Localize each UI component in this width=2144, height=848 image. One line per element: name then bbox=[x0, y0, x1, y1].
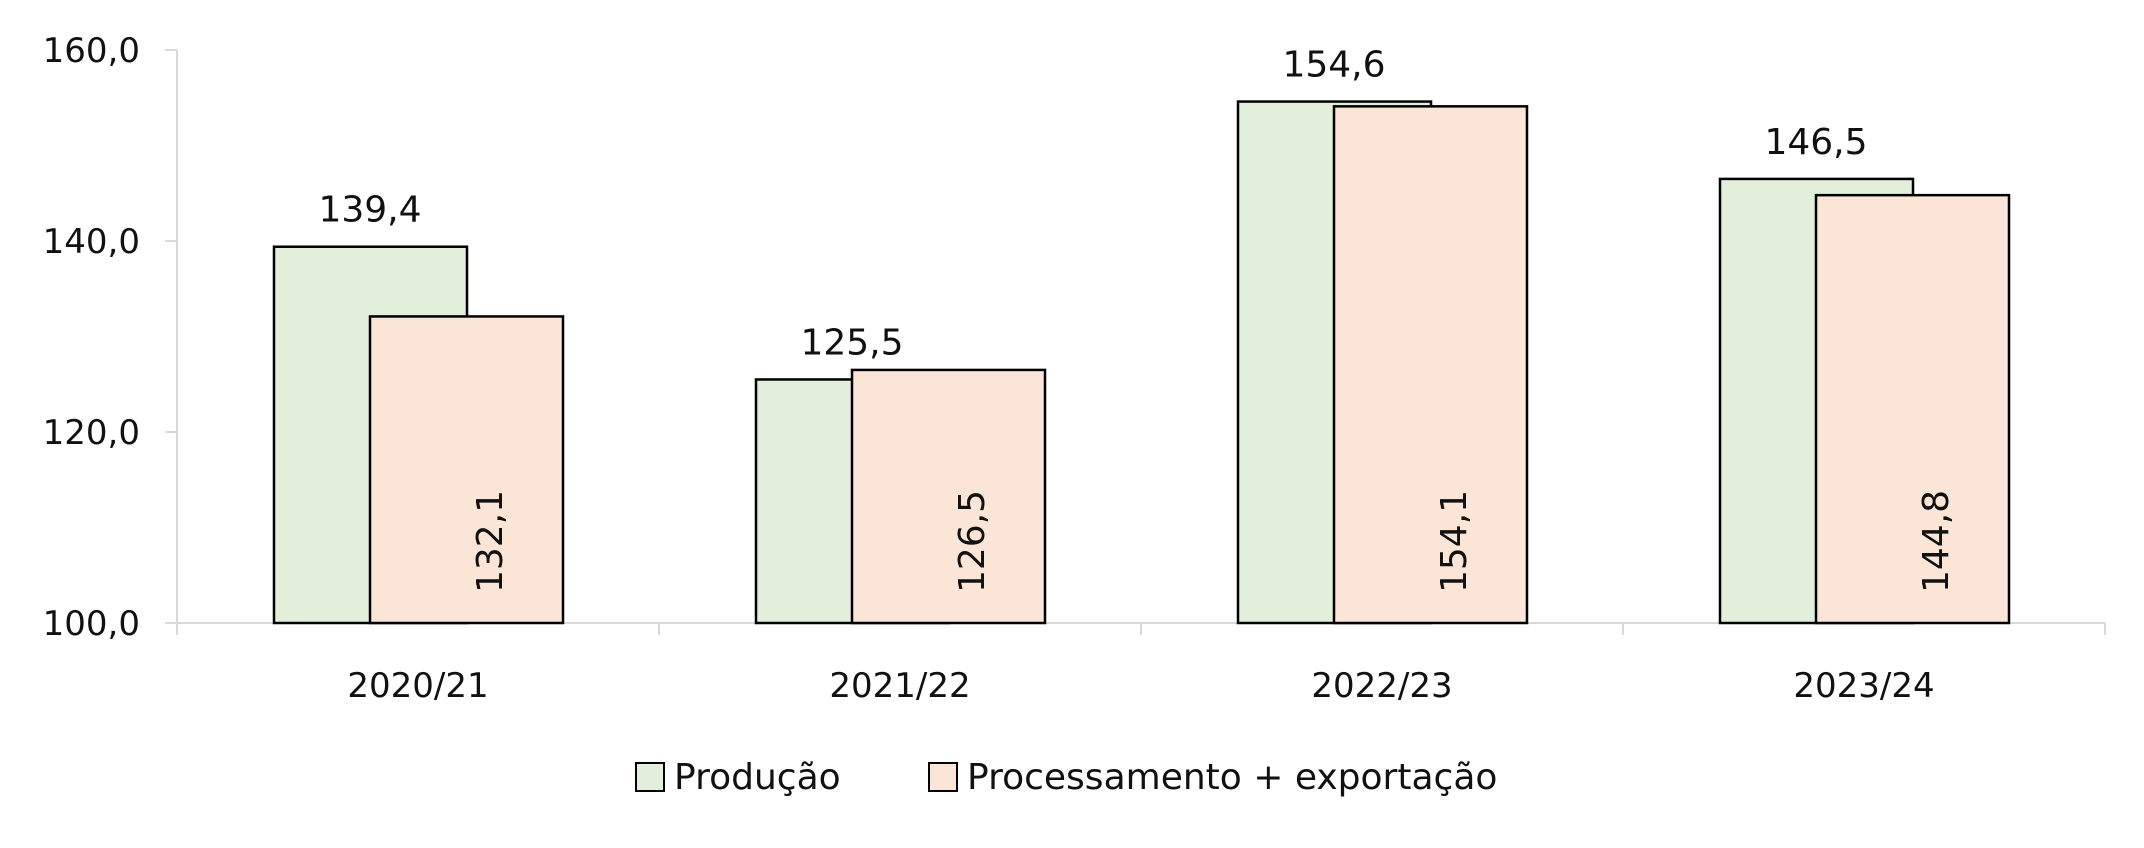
data-label-producao: 154,6 bbox=[1282, 45, 1385, 86]
legend-swatch bbox=[928, 762, 958, 792]
data-label-processamento-exportacao: 144,8 bbox=[1916, 490, 1957, 593]
bar-processamento-exportacao bbox=[1814, 193, 2011, 625]
bar-processamento-exportacao bbox=[368, 315, 565, 625]
legend-swatch bbox=[635, 762, 665, 792]
legend: Produção Processamento + exportação bbox=[635, 757, 1497, 798]
y-axis: 100,0 120,0 140,0 160,0 bbox=[43, 31, 178, 644]
legend-label: Produção bbox=[674, 757, 841, 798]
data-labels: 139,4 132,1 125,5 126,5 154,6 154,1 146,5 144,8 bbox=[318, 45, 1957, 593]
y-tick-label: 160,0 bbox=[43, 31, 140, 71]
bar-processamento-exportacao bbox=[1332, 105, 1529, 625]
y-tick-label: 140,0 bbox=[43, 222, 140, 262]
data-label-producao: 146,5 bbox=[1764, 122, 1867, 163]
x-tick-label: 2021/22 bbox=[829, 666, 970, 706]
data-label-processamento-exportacao: 126,5 bbox=[952, 490, 993, 593]
x-tick-label: 2022/23 bbox=[1311, 666, 1452, 706]
bars bbox=[272, 100, 2011, 625]
data-label-processamento-exportacao: 132,1 bbox=[470, 490, 511, 593]
bar-processamento-exportacao bbox=[850, 368, 1047, 625]
data-label-producao: 125,5 bbox=[800, 322, 903, 363]
y-tick-label: 120,0 bbox=[43, 413, 140, 453]
x-tick-label: 2020/21 bbox=[347, 666, 488, 706]
x-axis: 2020/21 2021/22 2022/23 2023/24 bbox=[176, 622, 2106, 706]
y-tick-label: 100,0 bbox=[43, 604, 140, 644]
legend-label: Processamento + exportação bbox=[967, 757, 1497, 798]
data-label-producao: 139,4 bbox=[318, 190, 421, 231]
x-tick-label: 2023/24 bbox=[1793, 666, 1934, 706]
data-label-processamento-exportacao: 154,1 bbox=[1434, 490, 1475, 593]
